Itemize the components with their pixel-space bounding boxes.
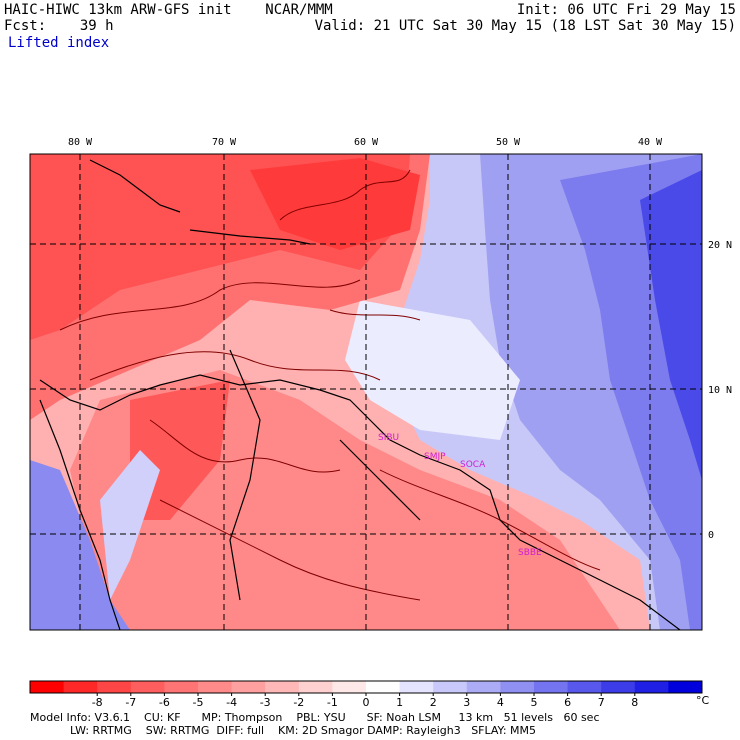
colorbar-swatch — [399, 681, 434, 693]
colorbar-tick-label: 4 — [497, 696, 504, 709]
colorbar-tick-label: 8 — [631, 696, 638, 709]
station-soca: SOCA — [460, 460, 486, 470]
colorbar-swatch — [601, 681, 636, 693]
colorbar-tick-label: -7 — [125, 696, 136, 709]
colorbar-swatch — [567, 681, 602, 693]
station-sbbe: SBBE — [518, 548, 542, 558]
colorbar-swatch — [466, 681, 501, 693]
colorbar-swatch — [130, 681, 165, 693]
colorbar-swatch — [97, 681, 132, 693]
colorbar-tick-label: -5 — [193, 696, 204, 709]
station-smjp: SMJP — [424, 452, 446, 462]
colorbar-swatch — [231, 681, 266, 693]
colorbar-tick-label: 2 — [430, 696, 437, 709]
lon-label-60w: 60 W — [354, 137, 379, 148]
colorbar-tick-label: 5 — [531, 696, 538, 709]
lon-label-50w: 50 W — [496, 137, 521, 148]
colorbar-swatch — [634, 681, 669, 693]
forecast-hour: Fcst: 39 h — [4, 18, 114, 34]
colorbar-swatch — [164, 681, 199, 693]
colorbar-tick-label: 0 — [363, 696, 370, 709]
colorbar-tick-label: 3 — [463, 696, 470, 709]
lat-label-10n: 10 N — [708, 385, 732, 396]
lon-label-80w: 80 W — [68, 137, 93, 148]
colorbar-tick-label: 7 — [598, 696, 605, 709]
colorbar-swatch — [534, 681, 569, 693]
station-sibu: SIBU — [378, 433, 399, 443]
footer-model-info: Model Info: V3.6.1 CU: KF MP: Thompson P… — [30, 711, 600, 724]
graticule — [30, 154, 702, 630]
colorbar-swatch — [668, 681, 703, 693]
lon-label-40w: 40 W — [638, 137, 663, 148]
field-name: Lifted index — [8, 35, 110, 51]
colorbar-swatch — [500, 681, 535, 693]
colorbar-swatch — [433, 681, 468, 693]
colorbar-tick-label: -1 — [327, 696, 338, 709]
coastlines — [39, 159, 681, 630]
very-stable-region — [640, 170, 702, 480]
colorbar-tick-label: 6 — [564, 696, 571, 709]
unstable-max — [250, 158, 420, 250]
colorbar-swatch — [198, 681, 233, 693]
andes-stable-strip — [100, 450, 160, 600]
neutral-band — [345, 300, 520, 440]
colorbar-swatch — [63, 681, 98, 693]
lat-label-20n: 20 N — [708, 240, 732, 251]
colorbar-unit: °C — [696, 694, 710, 707]
init-time: Init: 06 UTC Fri 29 May 15 — [516, 2, 736, 18]
colorbar-tick-label: -3 — [260, 696, 271, 709]
lat-label-0: 0 — [708, 530, 714, 541]
colorbar-tick-label: -6 — [159, 696, 170, 709]
colorbar-swatch — [366, 681, 401, 693]
colorbar-swatch — [265, 681, 300, 693]
lon-label-70w: 70 W — [212, 137, 237, 148]
colorbar-swatch — [30, 681, 65, 693]
valid-time: Valid: 21 UTC Sat 30 May 15 (18 LST Sat … — [314, 18, 736, 34]
footer-physics-info: LW: RRTMG SW: RRTMG DIFF: full KM: 2D Sm… — [70, 724, 536, 737]
colorbar-tick-label: -4 — [226, 696, 237, 709]
colorbar: -8 -7 -6 -5 -4 -3 -2 -1 0 1 2 3 4 5 6 7 8 — [29, 680, 703, 709]
colorbar-swatch — [298, 681, 333, 693]
colorbar-swatch — [332, 681, 367, 693]
colorbar-tick-label: -8 — [92, 696, 103, 709]
colorbar-tick-label: 1 — [396, 696, 403, 709]
model-title: HAIC-HIWC 13km ARW-GFS init NCAR/MMM — [4, 2, 333, 18]
colorbar-tick-label: -2 — [293, 696, 304, 709]
